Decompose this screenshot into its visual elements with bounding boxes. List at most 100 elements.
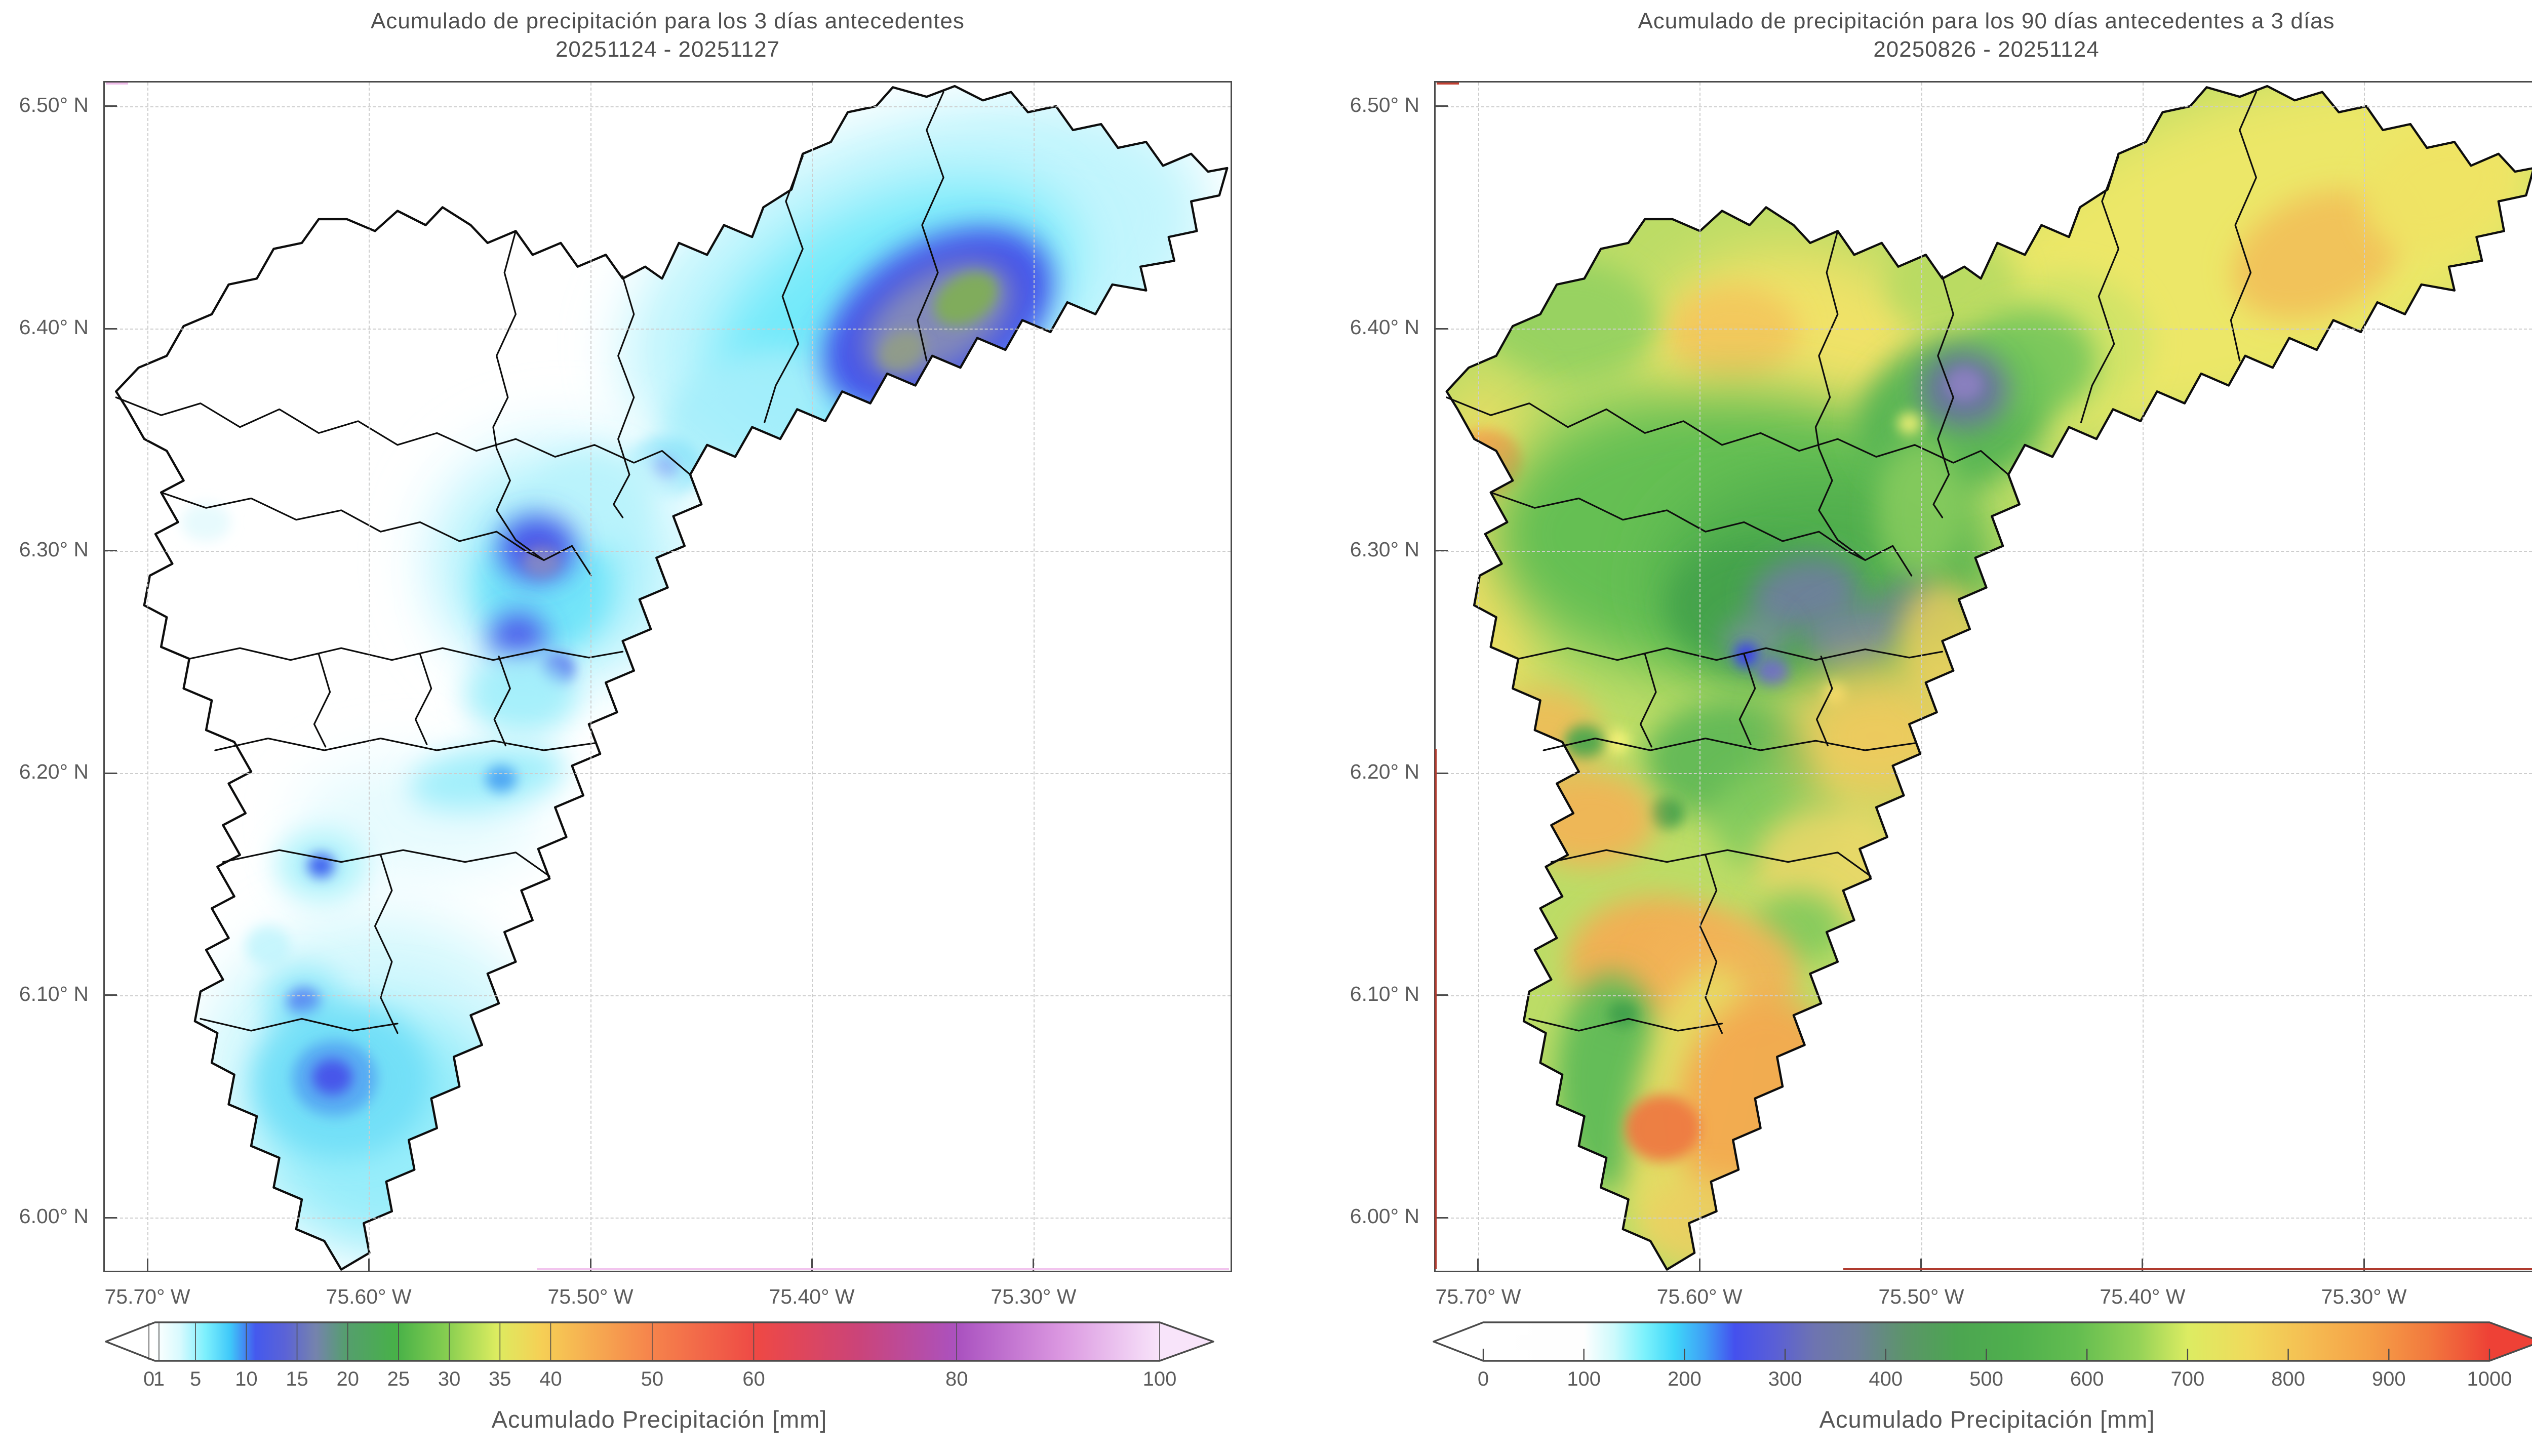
left-colorbar <box>105 1321 1214 1362</box>
x-tick-label: 75.70° W <box>104 1285 190 1308</box>
colorbar-tick-label: 0 <box>143 1368 155 1390</box>
colorbar-tick-label: 800 <box>2271 1368 2305 1390</box>
left-colorbar-arrow-bar <box>105 1321 1214 1362</box>
x-tick-mark <box>1033 1259 1035 1271</box>
x-gridline <box>147 83 149 1271</box>
precip-blob <box>307 854 335 878</box>
left-map-axes <box>103 81 1232 1272</box>
right-colorbar <box>1433 1321 2532 1362</box>
left-map <box>105 83 1231 1271</box>
precip-blob <box>1564 725 1604 759</box>
y-gridline <box>1436 1218 2532 1219</box>
right-map <box>1436 83 2532 1271</box>
y-gridline <box>105 329 1231 330</box>
precip-blob <box>1805 603 1904 667</box>
x-tick-label: 75.50° W <box>1878 1285 1964 1308</box>
precip-blob <box>1667 284 1799 380</box>
colorbar-tick-label: 10 <box>235 1368 258 1390</box>
colorbar-tick-label: 1000 <box>2467 1368 2512 1390</box>
y-tick-mark <box>1436 1217 1448 1219</box>
precip-blob <box>1756 659 1790 685</box>
colorbar-tick-label: 60 <box>742 1368 765 1390</box>
y-tick-label: 6.00° N <box>19 1204 89 1228</box>
y-tick-mark <box>1436 994 1448 996</box>
colorbar-tick-label: 30 <box>438 1368 461 1390</box>
right-colorbar-label: Acumulado Precipitación [mm] <box>1819 1406 2155 1433</box>
x-tick-mark <box>1920 1259 1922 1271</box>
precip-blob <box>934 272 998 326</box>
y-tick-label: 6.20° N <box>1350 760 1419 784</box>
precip-blob <box>312 1059 353 1095</box>
x-tick-label: 75.40° W <box>2100 1285 2186 1308</box>
right-title-line1: Acumulado de precipitación para los 90 d… <box>1638 9 2335 33</box>
x-gridline <box>369 83 370 1271</box>
y-tick-label: 6.40° N <box>19 315 89 339</box>
right-title-line2: 20250826 - 20251124 <box>1873 37 2100 62</box>
precip-blob <box>1607 1001 1639 1027</box>
y-tick-mark <box>105 994 117 996</box>
x-tick-label: 75.50° W <box>547 1285 634 1308</box>
precip-blob <box>1946 368 1983 401</box>
precip-blob <box>1524 772 1656 867</box>
y-tick-mark <box>105 772 117 774</box>
precip-blob <box>1480 261 1656 380</box>
y-tick-label: 6.20° N <box>19 760 89 784</box>
colorbar-tick-label: 1 <box>153 1368 165 1390</box>
x-tick-label: 75.60° W <box>326 1285 412 1308</box>
x-tick-label: 75.30° W <box>991 1285 1077 1308</box>
colorbar-tick-label: 5 <box>190 1368 202 1390</box>
y-gridline <box>105 1218 1231 1219</box>
y-tick-mark <box>105 328 117 330</box>
y-tick-label: 6.10° N <box>1350 982 1419 1005</box>
precip-blob <box>878 330 926 372</box>
y-tick-mark <box>1436 105 1448 107</box>
y-tick-mark <box>105 105 117 107</box>
precip-blob <box>1788 665 1964 807</box>
colorbar-tick-label: 35 <box>489 1368 511 1390</box>
y-tick-mark <box>105 1217 117 1219</box>
colorbar-tick-label: 25 <box>387 1368 410 1390</box>
precip-blob <box>1734 643 1759 667</box>
colorbar-tick-label: 80 <box>945 1368 968 1390</box>
colorbar-tick-label: 600 <box>2070 1368 2104 1390</box>
precip-blob <box>485 765 517 792</box>
x-tick-mark <box>589 1259 591 1271</box>
x-tick-label: 75.40° W <box>769 1285 855 1308</box>
right-colorbar-arrow-bar <box>1433 1321 2532 1362</box>
y-tick-mark <box>105 550 117 552</box>
precip-blob <box>1897 413 1922 434</box>
right-panel-title: Acumulado de precipitación para los 90 d… <box>1436 7 2532 64</box>
colorbar-tick-label: 50 <box>641 1368 664 1390</box>
x-gridline <box>1921 83 1922 1271</box>
y-tick-mark <box>1436 772 1448 774</box>
y-tick-mark <box>1436 328 1448 330</box>
x-tick-mark <box>146 1259 148 1271</box>
colorbar-tick-label: 700 <box>2170 1368 2205 1390</box>
colorbar-tick-label: 15 <box>286 1368 308 1390</box>
colorbar-tick-label: 500 <box>1969 1368 2003 1390</box>
y-tick-label: 6.40° N <box>1350 315 1419 339</box>
x-gridline <box>2364 83 2365 1271</box>
precip-blob <box>465 653 578 736</box>
colorbar-tick-label: 300 <box>1768 1368 1802 1390</box>
y-tick-label: 6.30° N <box>1350 537 1419 561</box>
y-gridline <box>105 773 1231 775</box>
right-map-axes <box>1434 81 2532 1272</box>
colorbar-tick-label: 20 <box>336 1368 359 1390</box>
x-gridline <box>1699 83 1701 1271</box>
x-gridline <box>812 83 813 1271</box>
y-gridline <box>105 106 1231 107</box>
x-tick-label: 75.60° W <box>1656 1285 1743 1308</box>
left-title-line1: Acumulado de precipitación para los 3 dí… <box>371 9 965 33</box>
x-gridline <box>2142 83 2144 1271</box>
precip-blob <box>1625 1095 1700 1162</box>
colorbar-tick-label: 40 <box>539 1368 562 1390</box>
precip-blob <box>245 926 291 967</box>
y-gridline <box>1436 329 2532 330</box>
precip-blob <box>1604 730 1631 754</box>
x-gridline <box>1033 83 1035 1271</box>
x-tick-mark <box>811 1259 813 1271</box>
colorbar-tick-label: 0 <box>1477 1368 1489 1390</box>
pink-frame-top-segment <box>106 83 128 85</box>
x-gridline <box>1478 83 1479 1271</box>
